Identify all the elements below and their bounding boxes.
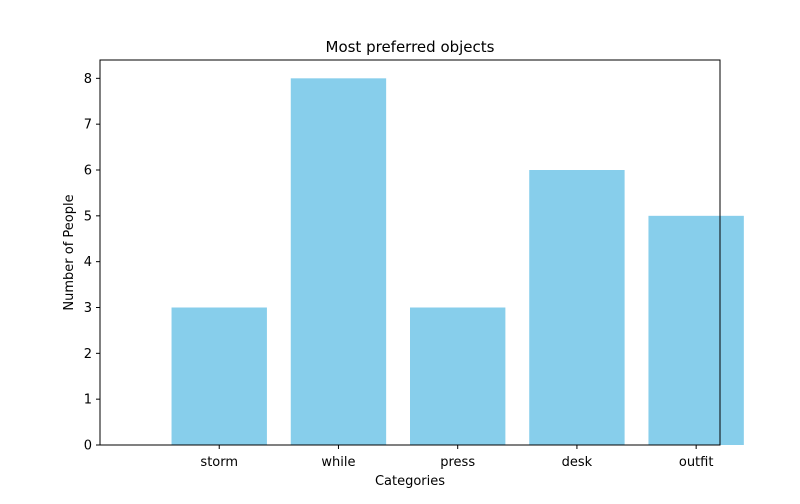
y-tick-label: 7 (84, 118, 92, 133)
x-tick-label: storm (200, 455, 238, 470)
y-tick-label: 0 (84, 439, 92, 454)
bar-while (290, 78, 387, 445)
y-tick-label: 6 (84, 164, 92, 179)
y-tick-label: 8 (84, 72, 92, 87)
y-tick-label: 1 (84, 393, 92, 408)
x-axis: storm while press desk outfit (200, 445, 713, 470)
bar-press (410, 307, 506, 445)
y-tick-label: 3 (84, 301, 92, 316)
x-tick-label: desk (562, 455, 593, 470)
bar-storm (171, 307, 267, 445)
y-tick-label: 2 (84, 347, 92, 362)
x-tick-label: outfit (679, 455, 714, 470)
bar-outfit (648, 215, 744, 445)
y-tick-label: 5 (84, 209, 92, 224)
y-tick-label: 4 (84, 255, 92, 270)
bars-group (171, 78, 744, 445)
y-axis: 0 1 2 3 4 5 6 7 8 (84, 72, 100, 454)
plot-frame (99, 59, 721, 446)
chart-title: Most preferred objects (326, 38, 495, 56)
x-tick-label: while (321, 455, 355, 470)
x-axis-label: Categories (375, 474, 445, 489)
y-axis-label: Number of People (62, 194, 77, 310)
x-tick-label: press (440, 455, 475, 470)
bar-desk (529, 170, 625, 445)
